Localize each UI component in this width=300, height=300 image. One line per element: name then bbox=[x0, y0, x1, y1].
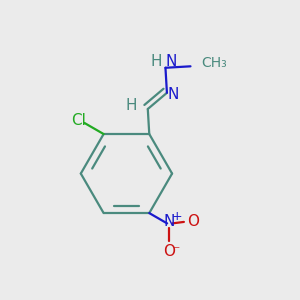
Text: O: O bbox=[188, 214, 200, 229]
Text: O: O bbox=[164, 244, 175, 260]
Text: +: + bbox=[171, 210, 182, 224]
Text: N: N bbox=[164, 214, 175, 230]
Text: N: N bbox=[165, 54, 176, 69]
Text: ⁻: ⁻ bbox=[172, 244, 180, 258]
Text: Cl: Cl bbox=[71, 112, 86, 128]
Text: CH₃: CH₃ bbox=[202, 56, 227, 70]
Text: H: H bbox=[151, 54, 162, 69]
Text: H: H bbox=[126, 98, 137, 113]
Text: N: N bbox=[168, 87, 179, 102]
